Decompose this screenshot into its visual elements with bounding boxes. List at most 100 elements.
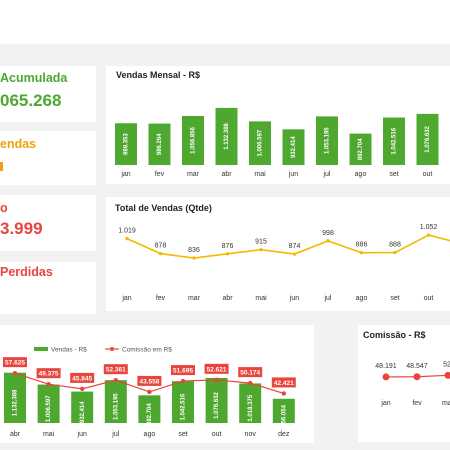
point-label-comissao-mensal-fev: 48.547 — [406, 363, 428, 370]
point-comissao-nov — [248, 380, 253, 386]
point-comissao-mensal-jan — [382, 373, 390, 381]
point-label-comissao-ago: 43.558 — [139, 378, 159, 385]
point-comissao-jun — [80, 386, 85, 392]
point-total-vendas-fev — [158, 251, 163, 256]
tick-vendas-jul: jul — [322, 171, 330, 178]
kpi-card-lost: Perdidas — [0, 262, 96, 314]
kpi-card-sales: endas — [0, 131, 96, 185]
bar-label-vendas-mai: 1.006.597 — [258, 129, 264, 156]
tick-comissao-mensal-fev: fev — [412, 400, 422, 407]
bar-vendas-fev — [148, 123, 171, 165]
chart-vendas-mensal-title: Vendas Mensal - R$ — [116, 70, 201, 80]
kpi-accumulated-title: Acumulada — [0, 71, 68, 85]
bar-label-vendas-comissao-ago: 892.704 — [147, 403, 153, 425]
point-label-comissao-jul: 52.361 — [106, 367, 126, 374]
bar-label-vendas-mar: 1.056.856 — [191, 126, 197, 153]
label-box-comissao-ago — [137, 375, 162, 386]
kpi-card-third: o 3.999 — [0, 195, 96, 251]
point-label-comissao-abr: 57.625 — [5, 360, 25, 367]
label-box-comissao-jun — [70, 372, 95, 383]
tick-total-vendas-out: out — [424, 295, 434, 302]
point-total-vendas-jun — [292, 252, 297, 256]
tick-vendas-set: set — [389, 171, 398, 178]
tick-comissao-mensal-mar: mar — [442, 400, 450, 407]
label-box-comissao-dez — [271, 377, 296, 388]
kpi-sales-title: endas — [0, 137, 37, 151]
point-label-total-vendas-ago: 886 — [356, 242, 368, 249]
point-label-comissao-out: 52.621 — [207, 366, 227, 373]
bar-label-vendas-jun: 932.414 — [291, 136, 297, 158]
bar-vendas-comissao-dez — [272, 398, 295, 423]
tick-vendas-jun: jun — [288, 171, 298, 178]
tick-vendas-out: out — [423, 171, 433, 178]
point-total-vendas-ago — [359, 251, 364, 255]
chart-comissao-svg: 48.191 jan 48.547 fev 52. mar — [375, 361, 450, 407]
tick-vendas-comissao-out: out — [212, 431, 222, 438]
point-comissao-out — [214, 377, 219, 383]
legend-label-comissao: Comissão em R$ — [122, 347, 172, 354]
tick-vendas-comissao-jun: jun — [77, 431, 87, 438]
bar-label-vendas-jan: 989.353 — [124, 133, 130, 155]
label-box-comissao-mai — [36, 368, 61, 379]
kpi-accumulated-value: 065.268 — [0, 91, 62, 110]
top-bar — [0, 0, 450, 44]
tick-total-vendas-mai: mai — [255, 295, 267, 302]
point-total-vendas-abr — [225, 252, 230, 256]
tick-total-vendas-abr: abr — [222, 295, 233, 302]
point-label-total-vendas-fev: 878 — [155, 243, 167, 250]
label-box-comissao-out — [204, 363, 229, 374]
point-comissao-set — [180, 378, 186, 384]
chart-comissao: Comissão - R$ 48.191 jan 48.547 fev 52. mar — [358, 325, 450, 442]
tick-vendas-mar: mar — [187, 171, 200, 178]
kpi-third-title: o — [0, 201, 8, 215]
kpi-third-value: 3.999 — [0, 219, 43, 238]
point-label-comissao-dez: 42.421 — [274, 380, 294, 387]
bar-label-vendas-comissao-mai: 1.006.597 — [46, 395, 52, 422]
bar-vendas-mai — [249, 121, 271, 165]
point-label-comissao-mensal-jan: 48.191 — [375, 363, 397, 370]
point-comissao-ago — [147, 389, 152, 395]
point-total-vendas-mai — [259, 247, 263, 252]
bar-label-vendas-comissao-abr: 1.132.388 — [13, 389, 19, 416]
point-label-comissao-nov: 50.174 — [240, 370, 260, 377]
bar-label-vendas-comissao-out: 1.076.632 — [214, 391, 220, 418]
tick-vendas-jan: jan — [120, 171, 130, 178]
tick-total-vendas-mar: mar — [188, 295, 201, 302]
tick-vendas-comissao-nov: nov — [245, 431, 257, 438]
bar-vendas-comissao-out — [205, 377, 228, 423]
chart-total-vendas-svg: 1.019 jan 878 fev 836 mar 876 abr 915 mai 874 jun 99… — [118, 224, 450, 302]
tick-total-vendas-jul: jul — [323, 295, 331, 302]
tick-vendas-fev: fev — [155, 171, 165, 178]
point-label-total-vendas-jun: 874 — [289, 243, 301, 250]
bar-label-vendas-fev: 986.264 — [157, 133, 163, 155]
point-total-vendas-jan — [125, 236, 129, 241]
point-comissao-mensal-mar — [444, 371, 450, 379]
bar-vendas-comissao-jul — [104, 380, 127, 423]
tick-vendas-ago: ago — [355, 171, 367, 178]
label-box-comissao-nov — [238, 367, 263, 378]
label-box-comissao-abr — [3, 357, 27, 368]
tick-vendas-comissao-set: set — [178, 431, 187, 438]
tick-vendas-comissao-jul: jul — [111, 431, 119, 438]
label-box-comissao-set — [171, 365, 195, 376]
chart-comissao-title: Comissão - R$ — [363, 330, 426, 340]
bar-vendas-comissao-nov — [239, 383, 262, 423]
bar-vendas-comissao-ago — [138, 395, 161, 423]
kpi-lost-title: Perdidas — [0, 265, 53, 279]
point-total-vendas-jul — [326, 239, 330, 243]
point-comissao-jul — [113, 377, 119, 383]
point-comissao-mensal-fev — [413, 373, 421, 381]
point-comissao-abr — [12, 370, 18, 376]
chart-vendas-comissao: Vendas - R$ Comissão em R$ 1.132.388 abr 1.0… — [0, 325, 314, 443]
bar-label-vendas-abr: 1.132.388 — [224, 122, 230, 149]
bar-label-vendas-jul: 1.053.195 — [325, 127, 331, 154]
legend-label-vendas: Vendas - R$ — [51, 347, 87, 354]
point-total-vendas-mar — [192, 256, 196, 260]
bar-vendas-comissao-mai — [37, 384, 60, 423]
point-label-total-vendas-jan: 1.019 — [118, 228, 136, 235]
bar-vendas-comissao-set — [172, 381, 194, 423]
point-label-comissao-mai: 49.375 — [39, 371, 59, 378]
tick-vendas-mai: mai — [254, 171, 266, 178]
tick-total-vendas-fev: fev — [156, 295, 166, 302]
tick-vendas-comissao-abr: abr — [10, 431, 21, 438]
